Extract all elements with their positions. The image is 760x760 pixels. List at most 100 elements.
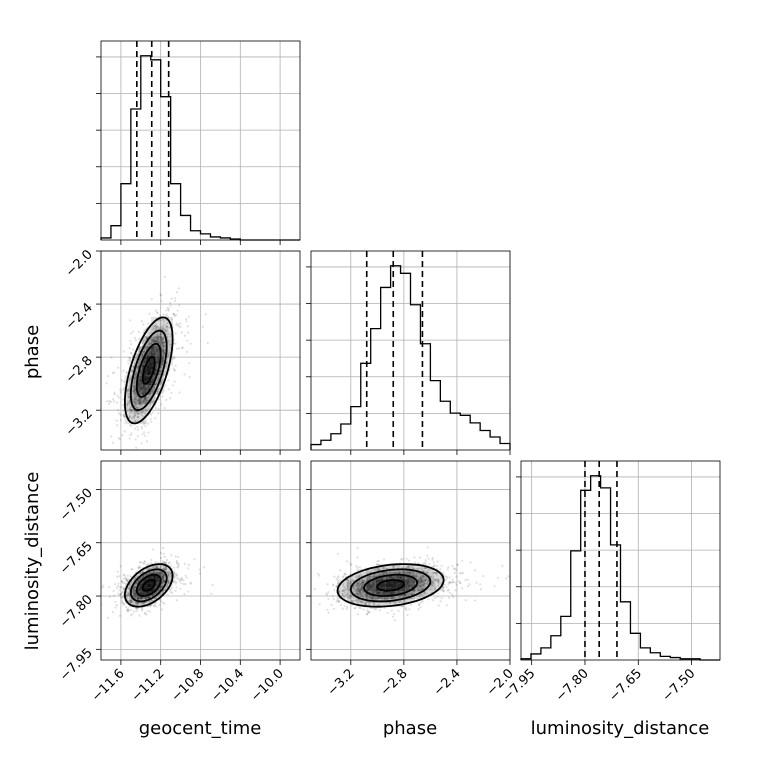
sample-point: [162, 355, 166, 358]
sample-point: [418, 595, 421, 598]
density-cell: [366, 583, 377, 588]
y-tick-label-luminosity-distance: −7.95: [57, 646, 96, 685]
sample-point: [249, 583, 251, 585]
sample-point: [139, 596, 142, 600]
sample-point: [160, 299, 163, 302]
sample-point: [161, 560, 164, 563]
sample-point: [130, 599, 133, 603]
sample-point: [157, 377, 160, 381]
sample-point: [350, 563, 353, 566]
sample-point: [123, 430, 126, 433]
sample-point: [184, 583, 187, 586]
sample-point: [145, 440, 149, 443]
sample-point: [139, 578, 142, 581]
sample-point: [162, 575, 165, 579]
sample-point: [461, 587, 464, 590]
sample-point: [172, 581, 175, 584]
sample-point: [339, 569, 342, 572]
sample-point: [473, 599, 477, 602]
sample-point: [165, 314, 168, 317]
sample-point: [161, 337, 164, 341]
sample-point: [164, 365, 167, 368]
sample-point: [448, 576, 451, 579]
sample-point: [426, 546, 429, 549]
sample-point: [137, 413, 140, 416]
sample-point: [161, 349, 164, 352]
sample-point: [162, 601, 165, 604]
sample-point: [355, 582, 358, 585]
sample-point: [408, 570, 411, 573]
sample-point: [150, 400, 153, 403]
sample-point: [156, 311, 159, 315]
sample-point: [371, 597, 375, 600]
sample-point: [445, 577, 448, 580]
sample-point: [161, 341, 164, 344]
sample-point: [157, 407, 160, 410]
density-cell: [124, 414, 130, 424]
sample-point: [153, 604, 156, 607]
sample-point: [439, 600, 442, 603]
panel-frame: [100, 250, 301, 451]
x-tick-label-geocent-time: −10.0: [248, 666, 287, 705]
density-cell: [124, 587, 130, 592]
sample-point: [152, 548, 155, 551]
sample-point: [357, 589, 360, 592]
density-cell: [395, 599, 406, 603]
sample-point: [398, 572, 401, 575]
sample-point: [145, 337, 149, 340]
sample-point: [339, 603, 343, 607]
sample-point: [352, 586, 355, 589]
sample-point: [155, 338, 158, 342]
sample-point: [113, 583, 117, 586]
sample-point: [160, 343, 163, 346]
sample-point: [135, 581, 138, 584]
sample-point: [336, 576, 339, 579]
sample-point: [130, 408, 133, 412]
sample-point: [141, 353, 144, 356]
sample-point: [417, 567, 420, 570]
sample-point: [432, 599, 435, 602]
sample-point: [168, 350, 171, 354]
sample-point: [128, 584, 131, 587]
density-cell: [366, 567, 377, 572]
sample-point: [409, 566, 412, 569]
sample-point: [424, 579, 427, 582]
sample-point: [118, 614, 122, 617]
sample-point: [162, 341, 165, 344]
density-cell: [395, 595, 406, 600]
sample-point: [128, 437, 131, 440]
sample-point: [177, 565, 180, 568]
sample-point: [140, 346, 143, 349]
sample-point: [128, 401, 131, 404]
sample-point: [416, 588, 419, 591]
contour-level-1: [376, 579, 405, 592]
sample-point: [177, 563, 180, 567]
sample-point: [119, 413, 122, 416]
sample-point: [150, 561, 153, 565]
sample-point: [419, 580, 423, 583]
sample-point: [155, 340, 159, 343]
sample-point: [160, 361, 164, 364]
sample-point: [159, 332, 162, 336]
sample-point: [163, 350, 166, 353]
sample-point: [442, 586, 445, 589]
sample-point: [118, 593, 122, 597]
sample-point: [155, 311, 159, 314]
sample-point: [454, 581, 457, 584]
sample-point: [437, 580, 440, 583]
sample-point: [110, 435, 113, 438]
density-cell: [159, 575, 165, 580]
sample-point: [134, 404, 137, 407]
sample-point: [395, 602, 398, 605]
sample-point: [424, 581, 427, 585]
sample-point: [446, 589, 449, 592]
sample-point: [359, 595, 362, 598]
sample-point: [375, 562, 379, 566]
sample-point: [163, 561, 166, 564]
density-cell: [146, 571, 151, 576]
sample-point: [130, 432, 133, 435]
sample-point: [173, 575, 176, 578]
sample-point: [389, 601, 392, 604]
sample-point: [132, 588, 135, 591]
sample-point: [193, 558, 196, 561]
